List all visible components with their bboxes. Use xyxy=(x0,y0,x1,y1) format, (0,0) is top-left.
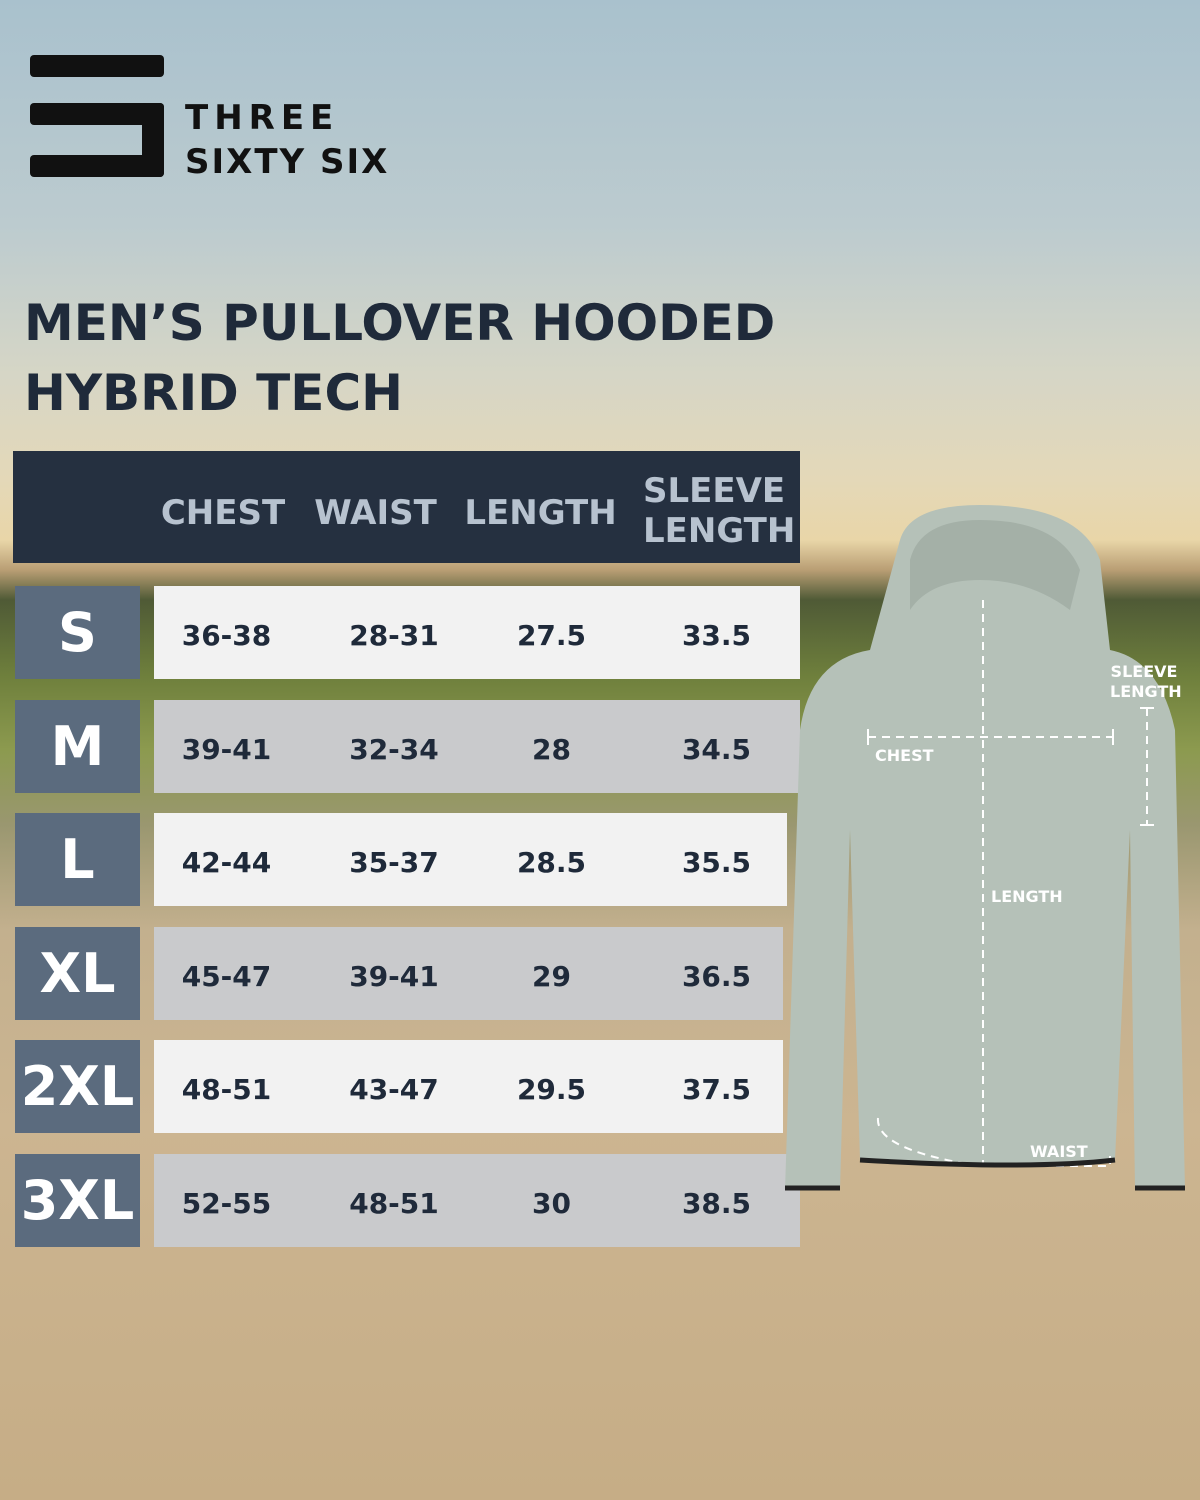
table-row: 45-47 39-41 29 36.5 xyxy=(154,927,783,1020)
title-line2: HYBRID TECH xyxy=(24,364,403,422)
sleeve-value: 38.5 xyxy=(681,1187,752,1220)
table-row: 48-51 43-47 29.5 37.5 xyxy=(154,1040,783,1133)
chest-label: CHEST xyxy=(875,746,934,765)
size-label: L xyxy=(15,813,140,906)
waist-value: 43-47 xyxy=(349,1073,439,1106)
chest-value: 52-55 xyxy=(181,1187,272,1220)
sleeve-value: 36.5 xyxy=(681,960,752,993)
length-value: 28 xyxy=(532,733,571,766)
chest-value: 45-47 xyxy=(181,960,272,993)
length-value: 29 xyxy=(532,960,571,993)
page-title: MEN’S PULLOVER HOODED HYBRID TECH xyxy=(24,288,775,428)
table-row: 42-44 35-37 28.5 35.5 xyxy=(154,813,787,906)
sleeve-value: 37.5 xyxy=(681,1073,752,1106)
size-label: M xyxy=(15,700,140,793)
length-label: LENGTH xyxy=(991,887,1063,906)
length-value: 29.5 xyxy=(516,1073,587,1106)
waist-value: 32-34 xyxy=(349,733,439,766)
logo-mark-icon xyxy=(30,55,164,177)
header-sleeve-length: SLEEVE LENGTH xyxy=(643,471,796,551)
length-value: 30 xyxy=(532,1187,571,1220)
sleeve-value: 34.5 xyxy=(681,733,752,766)
waist-label: WAIST xyxy=(1030,1142,1088,1161)
header-waist: WAIST xyxy=(314,493,437,533)
header-length: LENGTH xyxy=(464,493,617,533)
waist-value: 39-41 xyxy=(349,960,439,993)
length-value: 28.5 xyxy=(516,846,587,879)
chest-value: 42-44 xyxy=(181,846,272,879)
chest-value: 36-38 xyxy=(181,619,272,652)
size-label: 3XL xyxy=(15,1154,140,1247)
title-line1: MEN’S PULLOVER HOODED xyxy=(24,294,776,352)
table-row: 52-55 48-51 30 38.5 xyxy=(154,1154,800,1247)
chest-value: 48-51 xyxy=(181,1073,272,1106)
sleeve-length-label: SLEEVE LENGTH xyxy=(1110,662,1182,701)
sleeve-value: 33.5 xyxy=(681,619,752,652)
brand-line1: THREE xyxy=(185,98,340,138)
size-label: S xyxy=(15,586,140,679)
brand-line2: SIXTY SIX xyxy=(185,142,390,182)
table-row: 39-41 32-34 28 34.5 xyxy=(154,700,800,793)
size-label: XL xyxy=(15,927,140,1020)
table-header: CHEST WAIST LENGTH SLEEVE LENGTH xyxy=(13,451,800,563)
waist-value: 28-31 xyxy=(349,619,439,652)
size-label: 2XL xyxy=(15,1040,140,1133)
hoodie-diagram xyxy=(785,505,1185,1191)
chest-value: 39-41 xyxy=(181,733,272,766)
length-value: 27.5 xyxy=(516,619,587,652)
waist-value: 35-37 xyxy=(349,846,439,879)
sleeve-value: 35.5 xyxy=(681,846,752,879)
waist-value: 48-51 xyxy=(349,1187,439,1220)
header-chest: CHEST xyxy=(160,493,286,533)
table-row: 36-38 28-31 27.5 33.5 xyxy=(154,586,800,679)
